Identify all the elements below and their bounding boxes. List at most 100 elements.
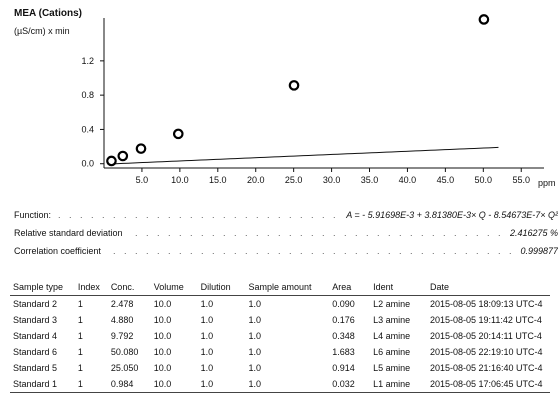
header-sample-type: Sample type — [10, 279, 75, 296]
correlation-row: . . . . . . . . . . . . . . . . . . . . … — [14, 246, 558, 260]
header-volume: Volume — [150, 279, 198, 296]
x-tick-label: 35.0 — [361, 175, 379, 185]
x-tick-label: 55.0 — [512, 175, 530, 185]
leader-dots: . . . . . . . . . . . . . . . . . . . . … — [14, 210, 558, 220]
cell-ident: L3 amine — [373, 315, 411, 325]
cell-sample-type: Standard 6 — [13, 347, 58, 357]
header-dilution: Dilution — [197, 279, 246, 296]
cell-area: 0.914 — [332, 363, 355, 373]
calibration-chart: 5.0 10.0 15.0 20.0 25.0 30.0 35.0 40.0 45.0 50.0 5… — [81, 14, 556, 188]
y-tick-label: 0.0 — [81, 159, 94, 169]
cell-sample-type: Standard 5 — [13, 363, 58, 373]
table-row: Standard 6 1 50.080 10.0 1.0 1.0 1.683 L… — [10, 344, 550, 360]
table-row: Standard 2 1 2.478 10.0 1.0 1.0 0.090 L2… — [10, 296, 550, 313]
cell-sample-amount: 1.0 — [248, 299, 261, 309]
data-point — [288, 80, 300, 91]
calibration-table: Sample type Index Conc. Volume Dilution … — [10, 279, 550, 393]
cell-date: 2015-08-05 20:14:11 UTC-4 — [429, 331, 542, 341]
data-point — [478, 14, 490, 25]
cell-volume: 10.0 — [153, 331, 172, 341]
cell-date: 2015-08-05 18:09:13 UTC-4 — [429, 299, 543, 309]
cell-date: 2015-08-05 17:06:45 UTC-4 — [426, 376, 550, 393]
cell-sample-amount: 1.0 — [248, 331, 261, 341]
cell-volume: 10.0 — [150, 376, 198, 393]
cell-sample-type: Standard 2 — [13, 299, 58, 309]
cell-sample-amount: 1.0 — [248, 315, 261, 325]
data-point — [135, 143, 147, 154]
cell-area: 0.348 — [332, 331, 355, 341]
cell-volume: 10.0 — [153, 299, 172, 309]
y-tick-label: 0.4 — [81, 124, 94, 134]
x-tick-label: 10.0 — [171, 175, 189, 185]
plot-area: 5.0 10.0 15.0 20.0 25.0 30.0 35.0 40.0 45.0 50.0 5… — [81, 14, 544, 185]
cell-ident: L2 amine — [373, 299, 411, 309]
function-value: A = - 5.91698E-3 + 3.81380E-3× Q - 8.546… — [343, 210, 558, 220]
cell-index: 1 — [77, 331, 83, 341]
cell-area: 0.176 — [332, 315, 355, 325]
header-sample-amount: Sample amount — [245, 279, 330, 296]
table-row: Standard 4 1 9.792 10.0 1.0 1.0 0.348 L4… — [10, 328, 550, 344]
table-row: Standard 1 1 0.984 10.0 1.0 1.0 0.032 L1… — [10, 376, 550, 393]
header-area: Area — [329, 279, 371, 296]
cell-area: 0.090 — [332, 299, 355, 309]
table-row: Standard 5 1 25.050 10.0 1.0 1.0 0.914 L… — [10, 360, 550, 376]
cell-date: 2015-08-05 22:19:10 UTC-4 — [429, 347, 543, 357]
function-row: . . . . . . . . . . . . . . . . . . . . … — [14, 210, 558, 224]
header-ident: Ident — [370, 279, 427, 296]
data-point — [106, 155, 117, 167]
cell-conc: 25.050 — [110, 363, 139, 373]
x-tick-label: 45.0 — [437, 175, 455, 185]
cell-sample-amount: 1.0 — [245, 376, 330, 393]
data-point — [117, 150, 129, 162]
cell-volume: 10.0 — [153, 363, 172, 373]
leader-dots: . . . . . . . . . . . . . . . . . . . . … — [14, 246, 558, 256]
cell-date: 2015-08-05 19:11:42 UTC-4 — [429, 315, 542, 325]
cell-sample-type: Standard 1 — [10, 376, 75, 393]
x-tick-label: 30.0 — [323, 175, 341, 185]
cell-date: 2015-08-05 21:16:40 UTC-4 — [429, 363, 543, 373]
function-label: Function: — [14, 210, 55, 220]
rsd-label: Relative standard deviation — [14, 228, 126, 238]
y-axis-label: (µS/cm) x min — [14, 26, 70, 36]
cell-conc: 9.792 — [110, 331, 134, 341]
cell-area: 1.683 — [332, 347, 355, 357]
correlation-label: Correlation coefficient — [14, 246, 104, 256]
x-tick-label: 5.0 — [136, 175, 149, 185]
cell-ident: L6 amine — [373, 347, 411, 357]
table-row: Standard 3 1 4.880 10.0 1.0 1.0 0.176 L3… — [10, 312, 550, 328]
cell-conc: 50.080 — [110, 347, 139, 357]
cell-dilution: 1.0 — [200, 347, 214, 357]
x-tick-label: 15.0 — [209, 175, 227, 185]
cell-dilution: 1.0 — [200, 315, 214, 325]
calibration-curve — [108, 146, 499, 165]
cell-ident: L1 amine — [370, 376, 427, 393]
cell-volume: 10.0 — [153, 347, 172, 357]
x-tick-label: 50.0 — [475, 175, 493, 185]
cell-dilution: 1.0 — [200, 331, 214, 341]
x-tick-label: 25.0 — [285, 175, 303, 185]
cell-index: 1 — [77, 299, 83, 309]
rsd-value: 2.416275 % — [506, 228, 558, 238]
cell-sample-type: Standard 4 — [13, 331, 58, 341]
cell-sample-type: Standard 3 — [13, 315, 58, 325]
header-index: Index — [74, 279, 108, 296]
y-tick-label: 0.8 — [81, 90, 94, 100]
x-tick-label: 40.0 — [399, 175, 417, 185]
cell-index: 1 — [77, 347, 83, 357]
x-tick-label: 20.0 — [247, 175, 265, 185]
cell-index: 1 — [77, 363, 83, 373]
cell-ident: L4 amine — [373, 331, 411, 341]
leader-dots: . . . . . . . . . . . . . . . . . . . . … — [14, 228, 558, 238]
rsd-row: . . . . . . . . . . . . . . . . . . . . … — [14, 228, 558, 242]
header-date: Date — [426, 279, 550, 296]
cell-dilution: 1.0 — [200, 299, 214, 309]
cell-dilution: 1.0 — [200, 363, 214, 373]
cell-sample-amount: 1.0 — [248, 347, 261, 357]
cell-sample-amount: 1.0 — [248, 363, 261, 373]
cell-conc: 0.984 — [107, 376, 151, 393]
chart-title: MEA (Cations) — [14, 8, 82, 19]
cell-dilution: 1.0 — [197, 376, 246, 393]
x-axis-label: ppm — [538, 178, 556, 188]
cell-conc: 4.880 — [110, 315, 134, 325]
y-tick-label: 1.2 — [81, 56, 94, 66]
